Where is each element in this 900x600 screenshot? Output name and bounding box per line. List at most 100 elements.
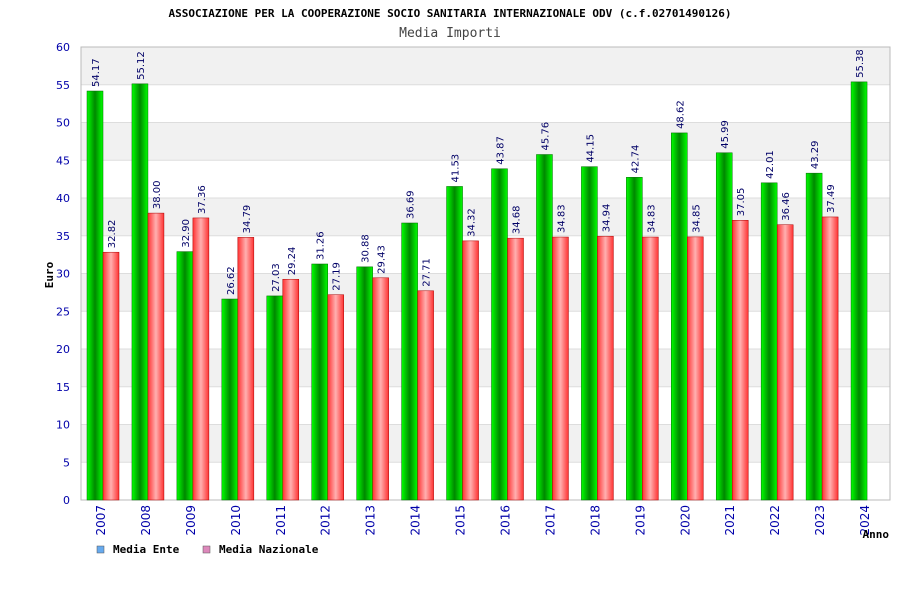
bar-value-label: 34.85 xyxy=(691,204,702,233)
bar-value-label: 27.19 xyxy=(332,262,343,291)
bar-value-label: 26.62 xyxy=(226,266,237,295)
y-tick-label: 20 xyxy=(56,343,70,356)
bar-value-label: 37.05 xyxy=(736,188,747,217)
bar-value-label: 27.03 xyxy=(271,263,282,292)
bar-media-nazionale xyxy=(102,251,120,501)
bar-media-ente xyxy=(401,222,418,501)
bar-media-nazionale xyxy=(192,217,210,501)
x-tick-label: 2014 xyxy=(409,505,423,536)
bar-media-nazionale xyxy=(327,294,344,501)
y-tick-label: 40 xyxy=(56,192,70,205)
x-tick-label: 2019 xyxy=(633,505,647,536)
legend-swatch-media-ente xyxy=(96,545,105,554)
y-axis: 0 5 10 15 20 25 30 35 40 45 50 55 60 xyxy=(56,41,70,507)
bar-media-nazionale xyxy=(417,290,434,501)
bar-value-label: 55.12 xyxy=(136,51,147,80)
x-tick-label: 2021 xyxy=(723,505,737,536)
bar-media-nazionale xyxy=(147,212,165,501)
bar-media-nazionale xyxy=(237,237,255,501)
legend-label-media-ente: Media Ente xyxy=(113,543,180,556)
bar-media-nazionale xyxy=(507,237,524,501)
x-tick-label: 2017 xyxy=(543,505,557,536)
y-tick-label: 10 xyxy=(56,419,70,432)
y-tick-label: 30 xyxy=(56,268,70,281)
bar-media-nazionale xyxy=(282,278,300,501)
x-tick-label: 2018 xyxy=(588,505,602,536)
y-axis-label: Euro xyxy=(43,261,56,288)
y-tick-label: 35 xyxy=(56,230,70,243)
x-tick-label: 2015 xyxy=(454,505,468,536)
y-tick-label: 55 xyxy=(56,79,70,92)
bar-media-ente xyxy=(266,295,284,501)
y-tick-label: 50 xyxy=(56,117,70,130)
bar-value-label: 36.69 xyxy=(406,190,417,219)
x-axis-label: Anno xyxy=(863,528,890,541)
x-tick-label: 2010 xyxy=(229,505,243,536)
x-tick-label: 2016 xyxy=(499,505,513,536)
bar-media-ente xyxy=(221,298,239,501)
bar-value-label: 34.32 xyxy=(467,208,478,237)
x-tick-label: 2012 xyxy=(319,505,333,536)
bar-media-ente xyxy=(311,263,328,501)
bar-media-ente xyxy=(446,186,463,501)
bar-media-ente xyxy=(715,152,733,501)
bar-media-nazionale xyxy=(821,216,839,501)
x-tick-label: 2023 xyxy=(813,505,827,536)
bar-value-label: 42.74 xyxy=(630,145,641,174)
bar-value-label: 34.68 xyxy=(512,206,523,235)
x-tick-label: 2013 xyxy=(364,505,378,536)
bar-value-label: 37.36 xyxy=(197,185,208,214)
bar-media-ente xyxy=(581,166,598,501)
bar-media-nazionale xyxy=(687,236,704,501)
legend-swatch-media-nazionale xyxy=(202,545,211,554)
bar-media-nazionale xyxy=(776,224,794,501)
x-tick-label: 2009 xyxy=(184,505,198,536)
bar-media-nazionale xyxy=(462,240,479,501)
bar-value-label: 36.46 xyxy=(781,192,792,221)
bar-value-label: 48.62 xyxy=(675,100,686,129)
bar-value-label: 34.79 xyxy=(242,205,253,234)
y-tick-label: 45 xyxy=(56,154,70,167)
grid-bands xyxy=(81,47,890,463)
y-tick-label: 0 xyxy=(63,494,70,507)
y-tick-label: 15 xyxy=(56,381,70,394)
bar-value-label: 34.83 xyxy=(556,204,567,233)
chart-title: ASSOCIAZIONE PER LA COOPERAZIONE SOCIO S… xyxy=(169,7,732,20)
bar-media-ente xyxy=(850,81,868,501)
x-tick-label: 2011 xyxy=(274,505,288,536)
bar-value-label: 27.71 xyxy=(422,258,433,287)
x-tick-label: 2024 xyxy=(858,505,872,536)
bar-value-label: 30.88 xyxy=(361,234,372,263)
x-tick-label: 2022 xyxy=(768,505,782,536)
bar-value-label: 37.49 xyxy=(826,184,837,213)
grid-band xyxy=(81,349,890,387)
bar-media-ente xyxy=(176,251,194,501)
bars xyxy=(86,81,868,501)
bar-media-ente xyxy=(356,266,373,501)
bar-value-label: 31.26 xyxy=(316,231,327,260)
bar-media-nazionale xyxy=(642,236,659,501)
bar-value-label: 34.83 xyxy=(646,204,657,233)
bar-value-label: 29.24 xyxy=(287,247,298,276)
bar-value-label: 43.29 xyxy=(810,141,821,170)
grid-band xyxy=(81,47,890,85)
bar-value-label: 34.94 xyxy=(601,204,612,233)
x-tick-label: 2020 xyxy=(678,505,692,536)
bar-value-label: 29.43 xyxy=(377,245,388,274)
grid-band xyxy=(81,424,890,463)
y-tick-label: 60 xyxy=(56,41,70,54)
grid-band xyxy=(81,198,890,236)
chart-subtitle: Media Importi xyxy=(399,26,501,41)
bar-value-label: 55.38 xyxy=(855,49,866,78)
bar-media-nazionale xyxy=(731,220,749,501)
bar-media-ente xyxy=(760,182,778,501)
y-tick-label: 25 xyxy=(56,305,70,318)
bar-value-label: 44.15 xyxy=(585,134,596,163)
bar-media-nazionale xyxy=(372,277,389,501)
legend-label-media-nazionale: Media Nazionale xyxy=(219,543,319,556)
grid-band xyxy=(81,273,890,312)
bar-media-ente xyxy=(536,154,553,501)
y-tick-label: 5 xyxy=(63,456,70,469)
bar-labels: 54.17 32.82 55.12 38.00 32.90 37.36 26.62 34.79… xyxy=(91,49,866,295)
